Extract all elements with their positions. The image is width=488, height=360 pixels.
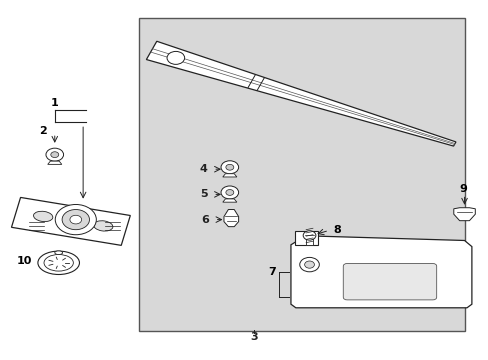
Polygon shape <box>11 197 130 246</box>
Circle shape <box>46 148 63 161</box>
Circle shape <box>70 215 81 224</box>
Polygon shape <box>294 231 317 245</box>
Circle shape <box>303 231 315 240</box>
Polygon shape <box>223 199 236 202</box>
Text: 9: 9 <box>459 184 467 194</box>
Polygon shape <box>223 174 236 177</box>
Circle shape <box>221 186 238 199</box>
Text: 4: 4 <box>199 164 207 174</box>
FancyBboxPatch shape <box>305 235 312 245</box>
Bar <box>139 18 464 331</box>
Polygon shape <box>146 41 455 146</box>
Circle shape <box>304 261 314 268</box>
Text: 5: 5 <box>199 189 207 199</box>
Circle shape <box>167 51 184 64</box>
Circle shape <box>55 204 96 235</box>
Ellipse shape <box>44 255 73 271</box>
Text: 7: 7 <box>268 267 276 277</box>
Text: 6: 6 <box>201 215 208 225</box>
Ellipse shape <box>38 251 79 275</box>
Circle shape <box>225 189 233 195</box>
Text: 8: 8 <box>332 225 340 235</box>
Circle shape <box>51 152 59 158</box>
Polygon shape <box>290 236 471 308</box>
Polygon shape <box>224 210 238 227</box>
Circle shape <box>225 164 233 170</box>
Ellipse shape <box>55 251 62 255</box>
Circle shape <box>221 161 238 174</box>
Circle shape <box>299 257 319 272</box>
Text: 2: 2 <box>39 126 46 136</box>
Polygon shape <box>48 161 61 165</box>
Text: 3: 3 <box>250 332 258 342</box>
Text: 1: 1 <box>51 98 59 108</box>
FancyBboxPatch shape <box>343 264 436 300</box>
Polygon shape <box>453 208 474 221</box>
Ellipse shape <box>34 211 53 222</box>
Ellipse shape <box>93 221 113 231</box>
Text: 10: 10 <box>17 256 32 266</box>
Circle shape <box>62 210 89 230</box>
